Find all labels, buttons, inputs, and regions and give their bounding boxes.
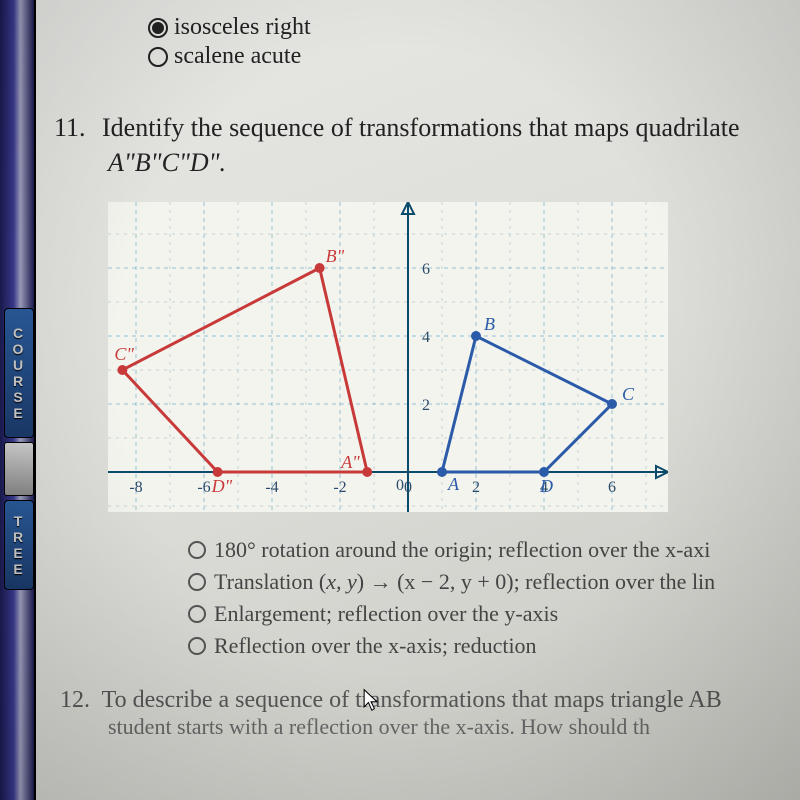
option-label: isosceles right [174,14,311,41]
svg-text:0: 0 [404,479,412,496]
question-number: 11. [54,110,102,145]
question-number: 12. [60,687,90,713]
question-text-line2: A"B"C"D". [108,148,226,177]
answer-choices: 180° rotation around the origin; reflect… [188,537,800,659]
radio-empty-icon [148,47,168,67]
graph-svg: -8-6-4-202462460ABCDA"B"C"D" [108,202,668,512]
answer-text: Enlargement; reflection over the y-axis [214,601,558,627]
svg-text:C": C" [114,344,134,364]
option-label: scalene acute [174,43,301,70]
svg-text:A": A" [340,452,360,472]
radio-empty-icon [188,541,206,559]
coordinate-graph: -8-6-4-202462460ABCDA"B"C"D" [108,202,800,517]
svg-text:2: 2 [472,479,480,496]
answer-text: 180° rotation around the origin; reflect… [214,537,710,563]
svg-text:B: B [484,314,495,334]
course-tab[interactable]: COURSE [4,308,34,438]
svg-text:6: 6 [608,479,616,496]
svg-text:-4: -4 [265,479,278,496]
option-scalene-acute[interactable]: scalene acute [148,43,800,70]
question-text: Identify the sequence of transformations… [102,113,740,142]
svg-text:6: 6 [422,261,430,278]
svg-text:B": B" [326,246,345,266]
question-12: 12. To describe a sequence of transforma… [60,687,800,714]
answer-a[interactable]: 180° rotation around the origin; reflect… [188,537,800,563]
radio-empty-icon [188,605,206,623]
q10-options: isosceles right scalene acute [148,14,800,70]
answer-b[interactable]: Translation (x, y) → (x − 2, y + 0); ref… [188,569,800,595]
tree-tab[interactable]: TREE [4,500,34,590]
svg-text:0: 0 [396,477,404,494]
radio-empty-icon [188,573,206,591]
answer-c[interactable]: Enlargement; reflection over the y-axis [188,601,800,627]
question-12-line2: student starts with a reflection over th… [108,714,800,740]
question-11: 11.Identify the sequence of transformati… [54,110,800,180]
question-text: To describe a sequence of transformation… [102,687,722,713]
answer-text: Reflection over the x-axis; reduction [214,633,537,659]
screen: COURSE TREE isosceles right scalene acut… [0,0,800,800]
svg-text:A: A [447,474,460,494]
svg-text:2: 2 [422,397,430,414]
tab-divider [4,442,34,496]
svg-text:C: C [622,384,635,404]
page-content: isosceles right scalene acute 11.Identif… [48,0,800,800]
svg-text:-8: -8 [129,479,142,496]
answer-text: Translation (x, y) → (x − 2, y + 0); ref… [214,569,715,595]
radio-empty-icon [188,637,206,655]
answer-d[interactable]: Reflection over the x-axis; reduction [188,633,800,659]
svg-text:4: 4 [422,329,430,346]
svg-text:-2: -2 [333,479,346,496]
svg-text:D: D [539,476,553,496]
svg-text:D": D" [211,476,233,496]
svg-text:-6: -6 [197,479,210,496]
option-isosceles-right[interactable]: isosceles right [148,14,800,41]
radio-filled-icon [148,18,168,38]
